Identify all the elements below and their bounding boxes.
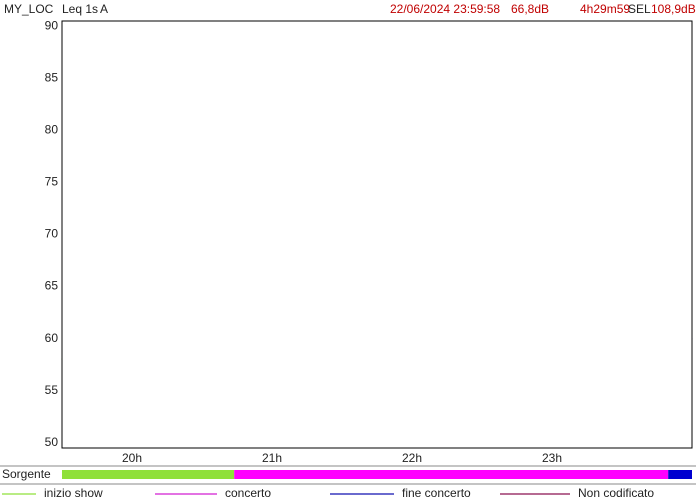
y-tick-label: 75 [45,175,59,189]
legend-label: Non codificato [578,486,654,500]
y-tick-label: 65 [45,279,59,293]
legend-label: fine concerto [402,486,471,500]
source-label: Sorgente [2,467,51,481]
sel-label: SEL [628,2,651,16]
source-segment [234,470,669,479]
y-tick-label: 70 [45,227,59,241]
y-tick-label: 50 [45,435,59,449]
y-tick-label: 80 [45,123,59,137]
y-tick-label: 90 [45,18,59,32]
sel: 108,9dB [651,2,696,16]
plot-frame [61,20,693,449]
x-tick-label: 23h [542,451,562,465]
leq: 66,8dB [511,2,549,16]
duration: 4h29m59 [580,2,630,16]
measure: Leq 1s [62,2,98,16]
legend-label: concerto [225,486,271,500]
legend-label: inizio show [44,486,103,500]
y-tick-label: 60 [45,331,59,345]
y-tick-label: 85 [45,70,59,84]
source-segment [62,470,235,479]
location: MY_LOC [4,2,54,16]
weighting: A [100,2,108,16]
x-tick-label: 22h [402,451,422,465]
timestamp: 22/06/2024 23:59:58 [390,2,500,16]
x-tick-label: 21h [262,451,282,465]
x-tick-label: 20h [122,451,142,465]
source-segment [668,470,692,479]
y-tick-label: 55 [45,383,59,397]
